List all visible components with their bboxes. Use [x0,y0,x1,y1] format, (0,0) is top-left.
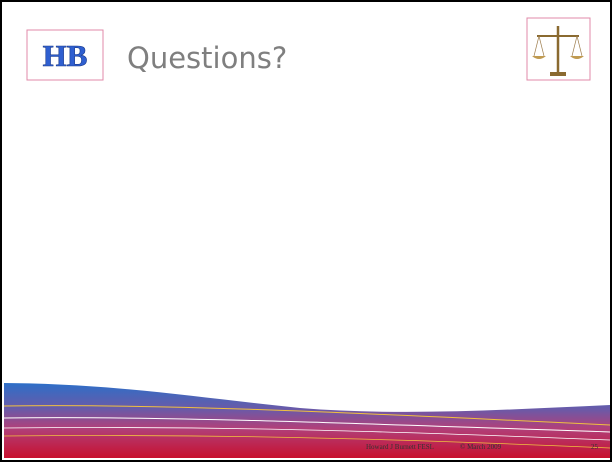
page: {"slide": {"logo": "HB", "title": "Quest… [0,0,612,462]
footer-page: 25 [591,443,599,451]
footer-author: Howard J Burnett FESL [366,443,434,451]
scales-icon [527,18,590,80]
slide-title: Questions? [127,41,287,75]
footer-date: © March 2009 [460,443,502,451]
slide: HB Questions? Howard J Burnett FESL © Ma… [0,0,612,462]
logo: HB [43,38,88,73]
